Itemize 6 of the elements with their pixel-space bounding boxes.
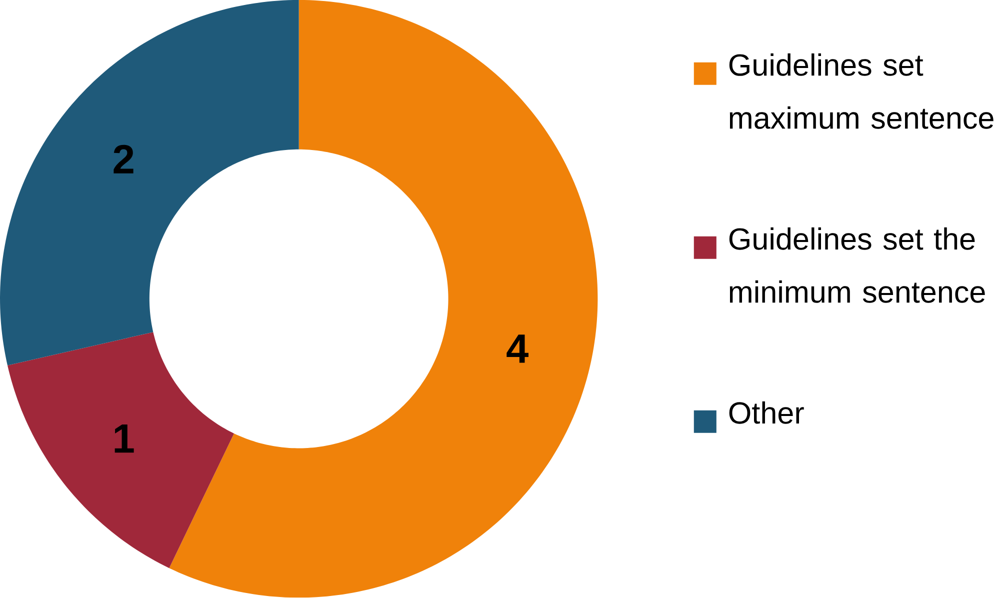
legend-label: Guidelines set the minimum sentence — [729, 228, 985, 304]
data-label: 2 — [114, 145, 134, 174]
data-label: 1 — [114, 424, 134, 453]
data-label: 4 — [506, 334, 528, 363]
legend-label: Other — [729, 402, 804, 424]
legend-label: Guidelines set maximum sentence — [729, 54, 994, 130]
